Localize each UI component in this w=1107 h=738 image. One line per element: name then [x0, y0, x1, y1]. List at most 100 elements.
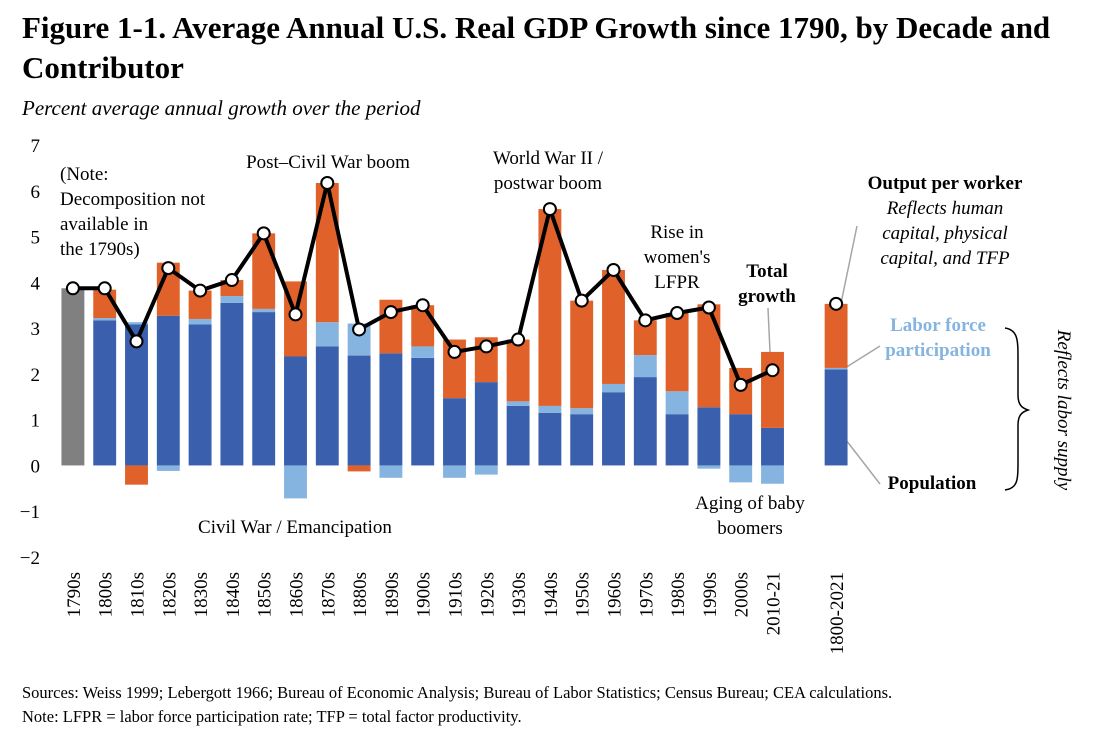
total-marker — [447, 344, 462, 359]
total-marker — [193, 283, 208, 298]
bar-segment — [761, 427, 784, 466]
legend-note: capital, and TFP — [880, 248, 1010, 269]
total-marker — [638, 313, 653, 328]
x-tick-label: 1910s — [446, 572, 467, 617]
bar-segment — [156, 315, 180, 466]
annotation: LFPR — [654, 272, 700, 293]
legend-note: Reflects human — [886, 198, 1004, 219]
total-marker — [479, 339, 494, 354]
total-marker — [288, 307, 303, 322]
total-marker — [574, 293, 589, 308]
total-marker — [65, 281, 80, 296]
bar-segment — [474, 465, 498, 475]
x-tick-label: 1840s — [223, 572, 244, 617]
bar-segment — [315, 346, 339, 466]
total-marker — [129, 334, 144, 349]
bar-segment — [633, 377, 657, 466]
y-tick-label: 3 — [31, 319, 41, 340]
bar-segment — [315, 322, 339, 347]
y-tick-label: 1 — [31, 411, 41, 432]
bar-segment — [315, 182, 339, 323]
bar-segment — [411, 357, 435, 466]
x-tick-label: 1920s — [477, 572, 498, 617]
total-marker — [97, 281, 112, 296]
bar-segment — [506, 405, 530, 466]
chart-title: Figure 1-1. Average Annual U.S. Real GDP… — [22, 10, 1051, 85]
legend-note: Reflects labor supply — [1053, 329, 1074, 491]
y-tick-label: −1 — [20, 502, 40, 523]
bar-segment — [347, 465, 371, 472]
legend-note: capital, physical — [882, 223, 1008, 244]
annotation: Post–Civil War boom — [246, 152, 410, 173]
bar-segment — [570, 408, 594, 415]
total-marker — [733, 377, 748, 392]
x-tick-label: 1950s — [573, 572, 594, 617]
annotation: boomers — [717, 518, 782, 539]
annotation: World War II / — [493, 148, 604, 169]
x-tick-label: 2010-21 — [764, 572, 785, 635]
bar-segment — [156, 465, 180, 471]
bar-segment — [443, 465, 466, 478]
total-marker — [352, 322, 367, 337]
bar-segment — [156, 262, 180, 316]
bar-segment — [125, 465, 148, 485]
total-marker — [511, 332, 526, 347]
bar-segment — [379, 353, 403, 466]
x-tick-label: 1940s — [541, 572, 562, 617]
bar-segment — [347, 355, 371, 466]
chart-subtitle: Percent average annual growth over the p… — [21, 96, 421, 120]
bar-segment — [602, 269, 625, 384]
bar-segment — [729, 465, 753, 483]
brace — [1004, 327, 1031, 491]
bar-segment — [697, 407, 721, 466]
bar-segment — [570, 300, 594, 409]
annotation: women's — [644, 247, 711, 268]
footnote: Note: LFPR = labor force participation r… — [22, 707, 522, 726]
x-tick-label: 1990s — [700, 572, 721, 617]
bar-segment — [697, 465, 721, 469]
legend-entry: Labor force participation — [885, 315, 991, 361]
bar-segment — [633, 320, 657, 356]
footnote: Sources: Weiss 1999; Lebergott 1966; Bur… — [22, 683, 892, 702]
total-marker — [415, 298, 430, 313]
x-tick-label: 1830s — [191, 572, 212, 617]
bar-segment — [411, 346, 435, 358]
bar-segment — [220, 302, 244, 466]
bar-segment — [570, 414, 594, 466]
total-marker — [161, 261, 176, 276]
legend-entry: Output per worker — [868, 173, 1023, 194]
bar-segment — [284, 465, 307, 499]
bar-segment — [729, 414, 753, 466]
bar-segment — [188, 324, 212, 466]
x-tick-label: 1970s — [636, 572, 657, 617]
x-tick-label: 1820s — [159, 572, 180, 617]
bar-segment — [284, 356, 307, 466]
total-marker — [701, 300, 716, 315]
bar-segment — [125, 324, 148, 466]
bar-segment — [93, 320, 117, 466]
total-marker — [542, 202, 557, 217]
bar-segment — [538, 209, 562, 406]
total-marker — [606, 262, 621, 277]
annotation: Decomposition not — [60, 189, 206, 210]
bar-segment — [633, 355, 657, 378]
x-tick-label: 1790s — [64, 572, 85, 617]
bar-segment — [824, 367, 848, 370]
bar-segment — [538, 405, 562, 413]
bar-segment — [93, 318, 117, 321]
y-tick-label: 7 — [31, 136, 41, 157]
bar-segment — [252, 312, 276, 466]
annotation: Civil War / Emancipation — [198, 517, 392, 538]
bar-segment — [443, 398, 466, 466]
x-tick-label: 1890s — [382, 572, 403, 617]
bar-segment — [665, 414, 689, 466]
x-tick-label: 1850s — [255, 572, 276, 617]
x-tick-label: 1860s — [287, 572, 308, 617]
bar-segment — [697, 304, 721, 408]
bar-segment — [602, 392, 625, 466]
bar-segment — [506, 339, 530, 402]
bar-segment — [220, 296, 244, 303]
annotation: available in — [60, 214, 149, 235]
